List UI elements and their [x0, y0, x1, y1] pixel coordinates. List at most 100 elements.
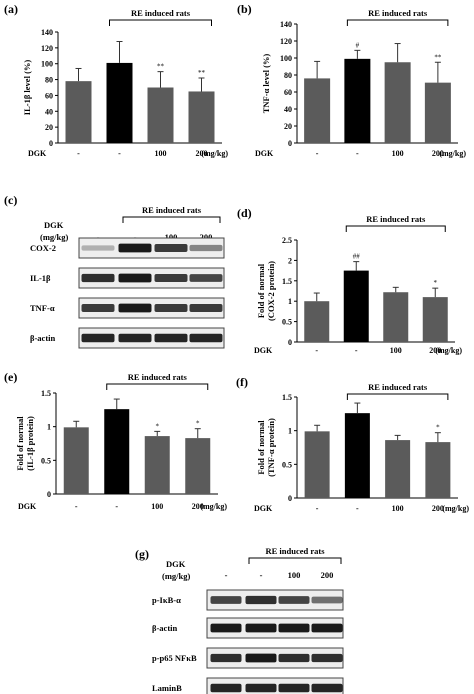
panel-letter: (a) — [4, 2, 18, 16]
blot-band — [118, 243, 152, 253]
blot-band — [210, 683, 242, 693]
y-tick-label: 1.5 — [282, 277, 292, 286]
unit-label: (mg/kg) — [201, 149, 228, 158]
blot-band — [118, 303, 152, 313]
y-tick-label: 60 — [45, 91, 53, 100]
bar — [304, 78, 331, 143]
y-axis-label-line: (COX-2 protein) — [266, 261, 276, 321]
group-label: RE induced rats — [142, 205, 202, 215]
category-label: 200 — [432, 504, 444, 513]
dgk-label: DGK — [254, 346, 273, 355]
significance-mark: ** — [157, 63, 165, 71]
group-bracket — [346, 393, 449, 400]
chart-panel-f: (f) 0 0.5 1 1.5 Fold of normal(TNF-α protein)… — [236, 375, 469, 513]
y-axis-label-line: (TNF-α protein) — [266, 418, 276, 477]
lane-label: 200 — [321, 570, 334, 580]
lane-label: 100 — [165, 232, 178, 242]
unit-label: (mg/kg) — [435, 346, 462, 355]
y-tick-label: 40 — [284, 105, 292, 114]
significance-mark: ## — [353, 253, 361, 261]
bar — [422, 297, 448, 342]
dgk-label: DGK — [28, 149, 47, 158]
blot-band — [311, 653, 343, 663]
blot-band — [245, 653, 277, 663]
y-tick-label: 20 — [284, 122, 292, 131]
category-label: 100 — [392, 149, 404, 158]
chart-panel-b: (b) 0 20 40 60 80 100 120 140 TNF-α level (%) - # - 1… — [237, 2, 466, 158]
panel-letter: (f) — [236, 375, 248, 389]
blot-band — [311, 596, 343, 604]
bar — [425, 442, 451, 498]
bar — [106, 62, 133, 143]
y-tick-label: 40 — [45, 107, 53, 116]
significance-mark: # — [356, 41, 360, 49]
category-label: 200 — [196, 149, 208, 158]
significance-mark: * — [156, 422, 160, 430]
y-tick-label: 80 — [45, 76, 53, 85]
category-label: - — [118, 149, 121, 158]
panel-letter: (b) — [237, 2, 252, 16]
blot-row-label: β-actin — [152, 623, 178, 633]
significance-mark: ** — [434, 53, 442, 61]
blot-band — [81, 304, 115, 312]
y-tick-label: 1 — [47, 423, 51, 432]
y-tick-label: 100 — [41, 60, 53, 69]
group-bracket — [346, 19, 449, 26]
bar — [104, 409, 130, 494]
category-label: - — [75, 502, 78, 511]
y-tick-label: 0 — [49, 139, 53, 148]
significance-mark: ** — [198, 69, 206, 77]
category-label: 200 — [192, 502, 204, 511]
y-axis-label: Fold of normal(TNF-α protein) — [256, 418, 276, 477]
blot-row-label: p-p65 NFκB — [152, 653, 197, 663]
y-axis-label-line: (IL-1β protein) — [25, 416, 35, 471]
bar — [65, 81, 92, 143]
y-tick-label: 140 — [41, 28, 53, 37]
blot-band — [245, 683, 277, 693]
group-label: RE induced rats — [265, 546, 325, 556]
group-label: RE induced rats — [128, 372, 188, 382]
blot-band — [210, 623, 242, 633]
blot-row-label: IL-1β — [30, 273, 51, 283]
blot-panel-g: (g) RE induced rats DGK (mg/kg) - - 100 200 p-Iκ… — [135, 546, 344, 694]
blot-band — [311, 683, 343, 693]
group-bracket — [106, 383, 209, 390]
dgk-label: DGK — [166, 559, 186, 569]
unit-label: (mg/kg) — [40, 232, 69, 242]
blot-band — [245, 623, 277, 633]
y-tick-label: 80 — [284, 71, 292, 80]
category-label: - — [356, 149, 359, 158]
blot-band — [210, 596, 242, 604]
category-label: - — [315, 346, 318, 355]
blot-band — [189, 304, 223, 312]
y-tick-label: 1.5 — [41, 389, 51, 398]
lane-label: - — [134, 232, 137, 242]
y-tick-label: 1.5 — [282, 393, 292, 402]
bar — [344, 58, 371, 143]
blot-band — [118, 333, 152, 343]
y-axis-label-line: IL-1β level (%) — [22, 60, 32, 116]
y-tick-label: 60 — [284, 88, 292, 97]
bar — [304, 431, 330, 498]
dgk-label: DGK — [18, 502, 37, 511]
blot-band — [154, 274, 188, 282]
blot-band — [278, 623, 310, 633]
y-tick-label: 140 — [280, 20, 292, 29]
significance-mark: * — [436, 424, 440, 432]
chart-panel-d: (d) 0 0.5 1 1.5 2 2.5 Fold of normal(COX-2 prot… — [237, 206, 462, 355]
chart-panel-e: (e) 0 0.5 1 1.5 Fold of normal(IL-1β protein)… — [4, 370, 227, 511]
unit-label: (mg/kg) — [439, 149, 466, 158]
group-bracket — [345, 225, 446, 232]
lane-label: 200 — [200, 232, 213, 242]
y-tick-label: 0 — [288, 139, 292, 148]
significance-mark: * — [434, 279, 438, 287]
group-bracket — [248, 557, 342, 564]
blot-row-label: TNF-α — [30, 303, 55, 313]
bar — [304, 301, 330, 342]
category-label: 100 — [151, 502, 163, 511]
y-axis-label-line: TNF-α level (%) — [261, 54, 271, 114]
y-tick-label: 0 — [47, 490, 51, 499]
blot-panel-c: (c) RE induced rats DGK (mg/kg) - - 100 200 COX-… — [4, 193, 225, 349]
bar — [144, 436, 170, 494]
category-label: 200 — [432, 149, 444, 158]
